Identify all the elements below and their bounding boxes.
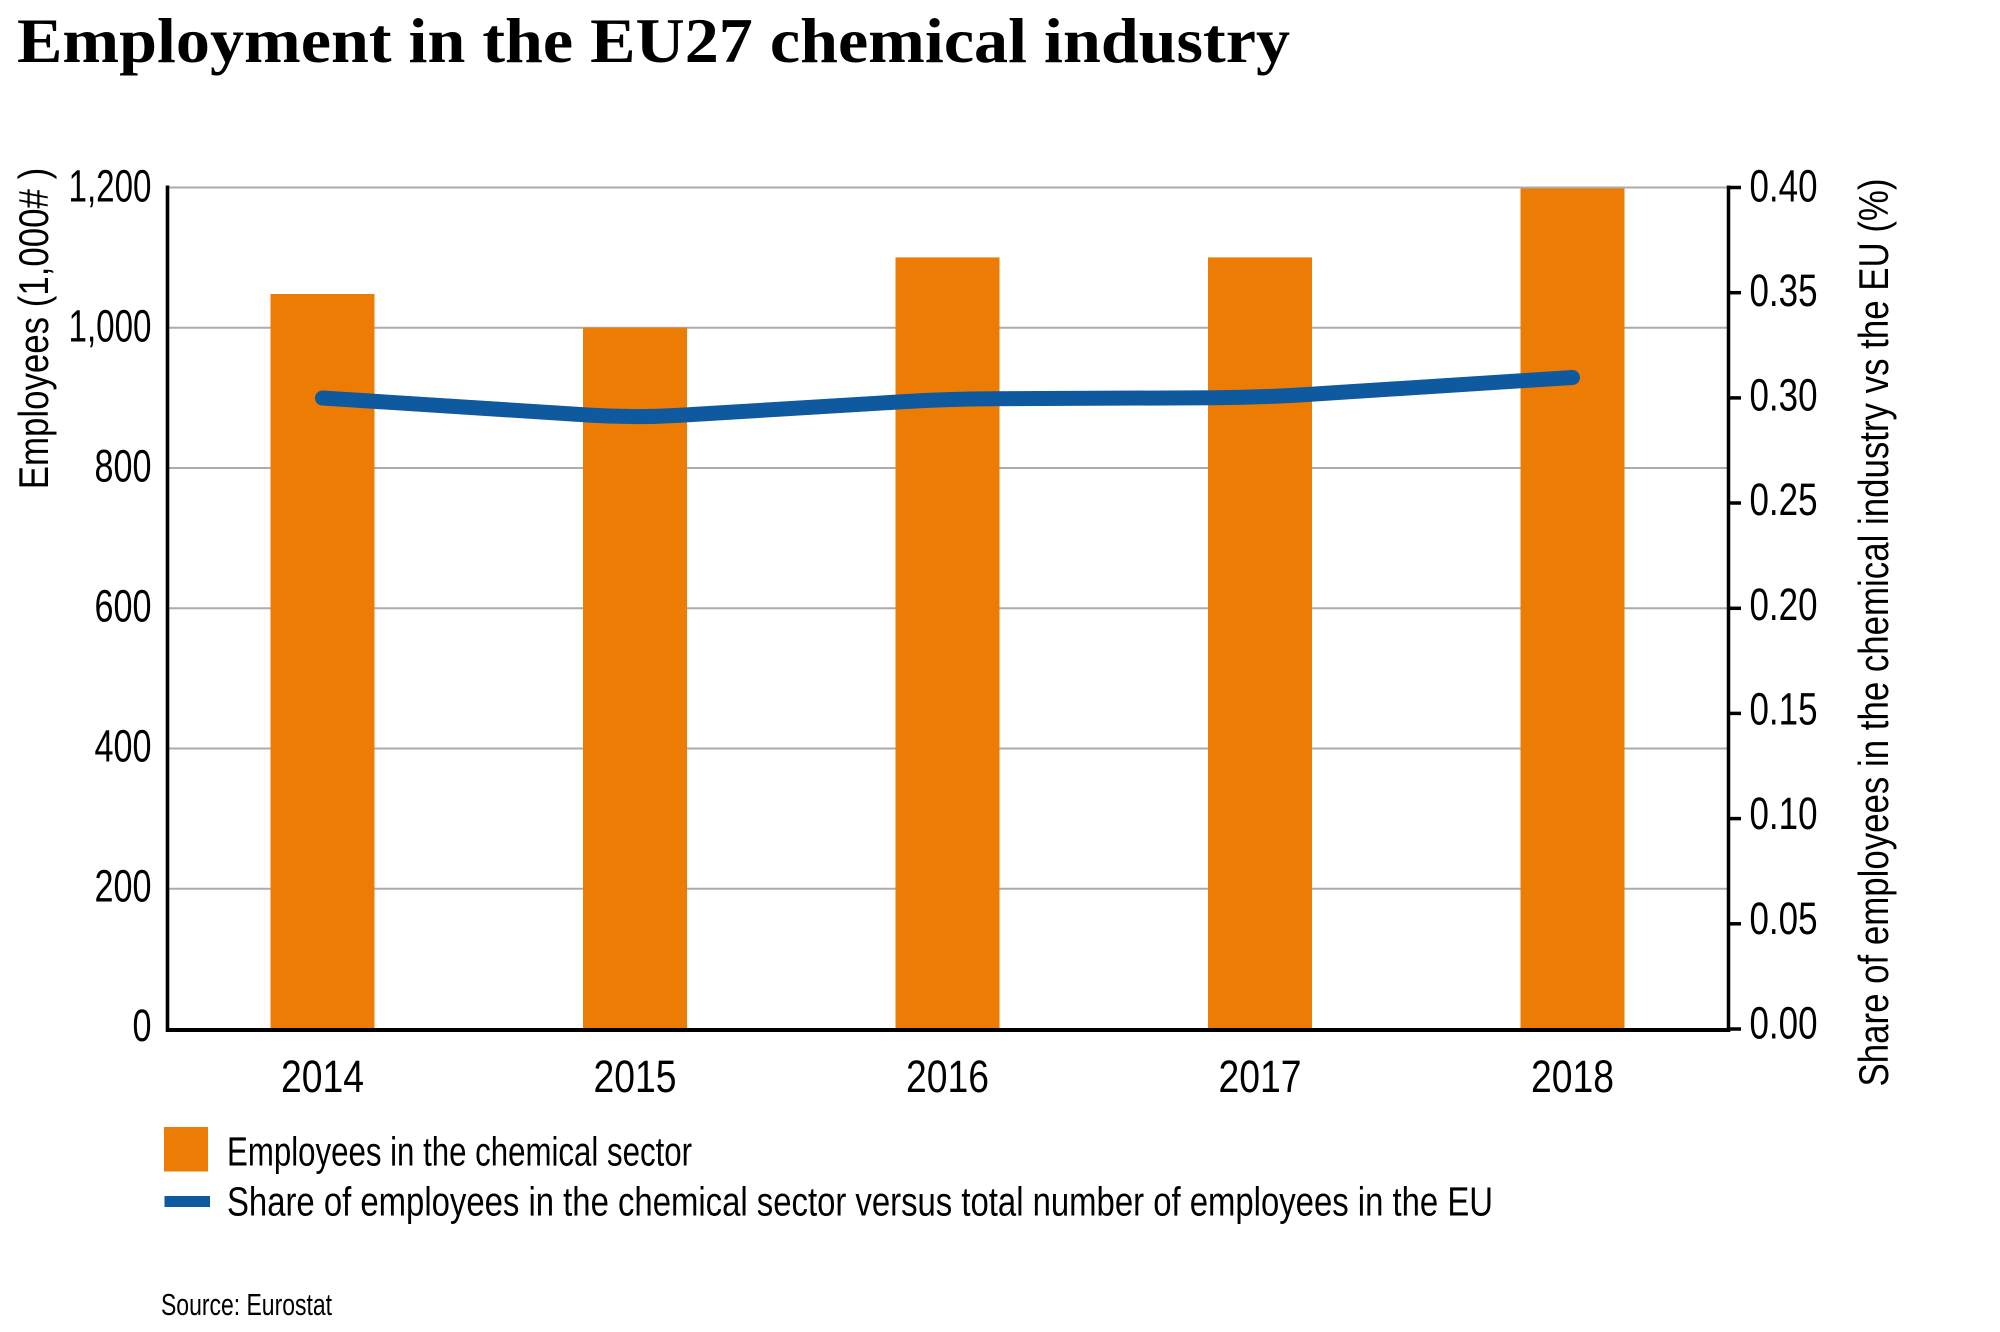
- svg-text:2018: 2018: [1531, 1051, 1614, 1102]
- svg-text:Employment in the EU27 chemica: Employment in the EU27 chemical industry: [17, 5, 1290, 76]
- svg-text:600: 600: [95, 580, 152, 631]
- svg-text:0.20: 0.20: [1750, 579, 1818, 630]
- svg-text:2015: 2015: [594, 1051, 677, 1102]
- svg-text:200: 200: [95, 860, 152, 911]
- svg-text:1,000: 1,000: [69, 301, 152, 352]
- svg-text:1,200: 1,200: [69, 161, 152, 212]
- svg-text:0.25: 0.25: [1750, 474, 1818, 525]
- svg-text:400: 400: [95, 720, 152, 771]
- svg-text:0.30: 0.30: [1750, 370, 1818, 421]
- svg-text:0.15: 0.15: [1750, 684, 1818, 735]
- svg-text:Source: Eurostat: Source: Eurostat: [161, 1287, 332, 1322]
- svg-text:0.10: 0.10: [1750, 788, 1818, 839]
- svg-text:Employees in the chemical sect: Employees in the chemical sector: [227, 1129, 692, 1175]
- svg-text:800: 800: [95, 441, 152, 492]
- svg-text:0.35: 0.35: [1750, 265, 1818, 316]
- svg-text:0.00: 0.00: [1750, 997, 1818, 1048]
- svg-text:Employees (1,000# ): Employees (1,000# ): [10, 168, 57, 490]
- svg-text:0: 0: [133, 1000, 152, 1051]
- svg-text:Share of employees in the chem: Share of employees in the chemical secto…: [227, 1179, 1493, 1225]
- svg-text:0.40: 0.40: [1750, 160, 1818, 211]
- svg-text:0.05: 0.05: [1750, 893, 1818, 944]
- svg-text:Share of employees in the chem: Share of employees in the chemical indus…: [1850, 179, 1897, 1087]
- svg-text:2017: 2017: [1219, 1051, 1302, 1102]
- svg-text:2014: 2014: [281, 1051, 364, 1102]
- svg-text:2016: 2016: [906, 1051, 989, 1102]
